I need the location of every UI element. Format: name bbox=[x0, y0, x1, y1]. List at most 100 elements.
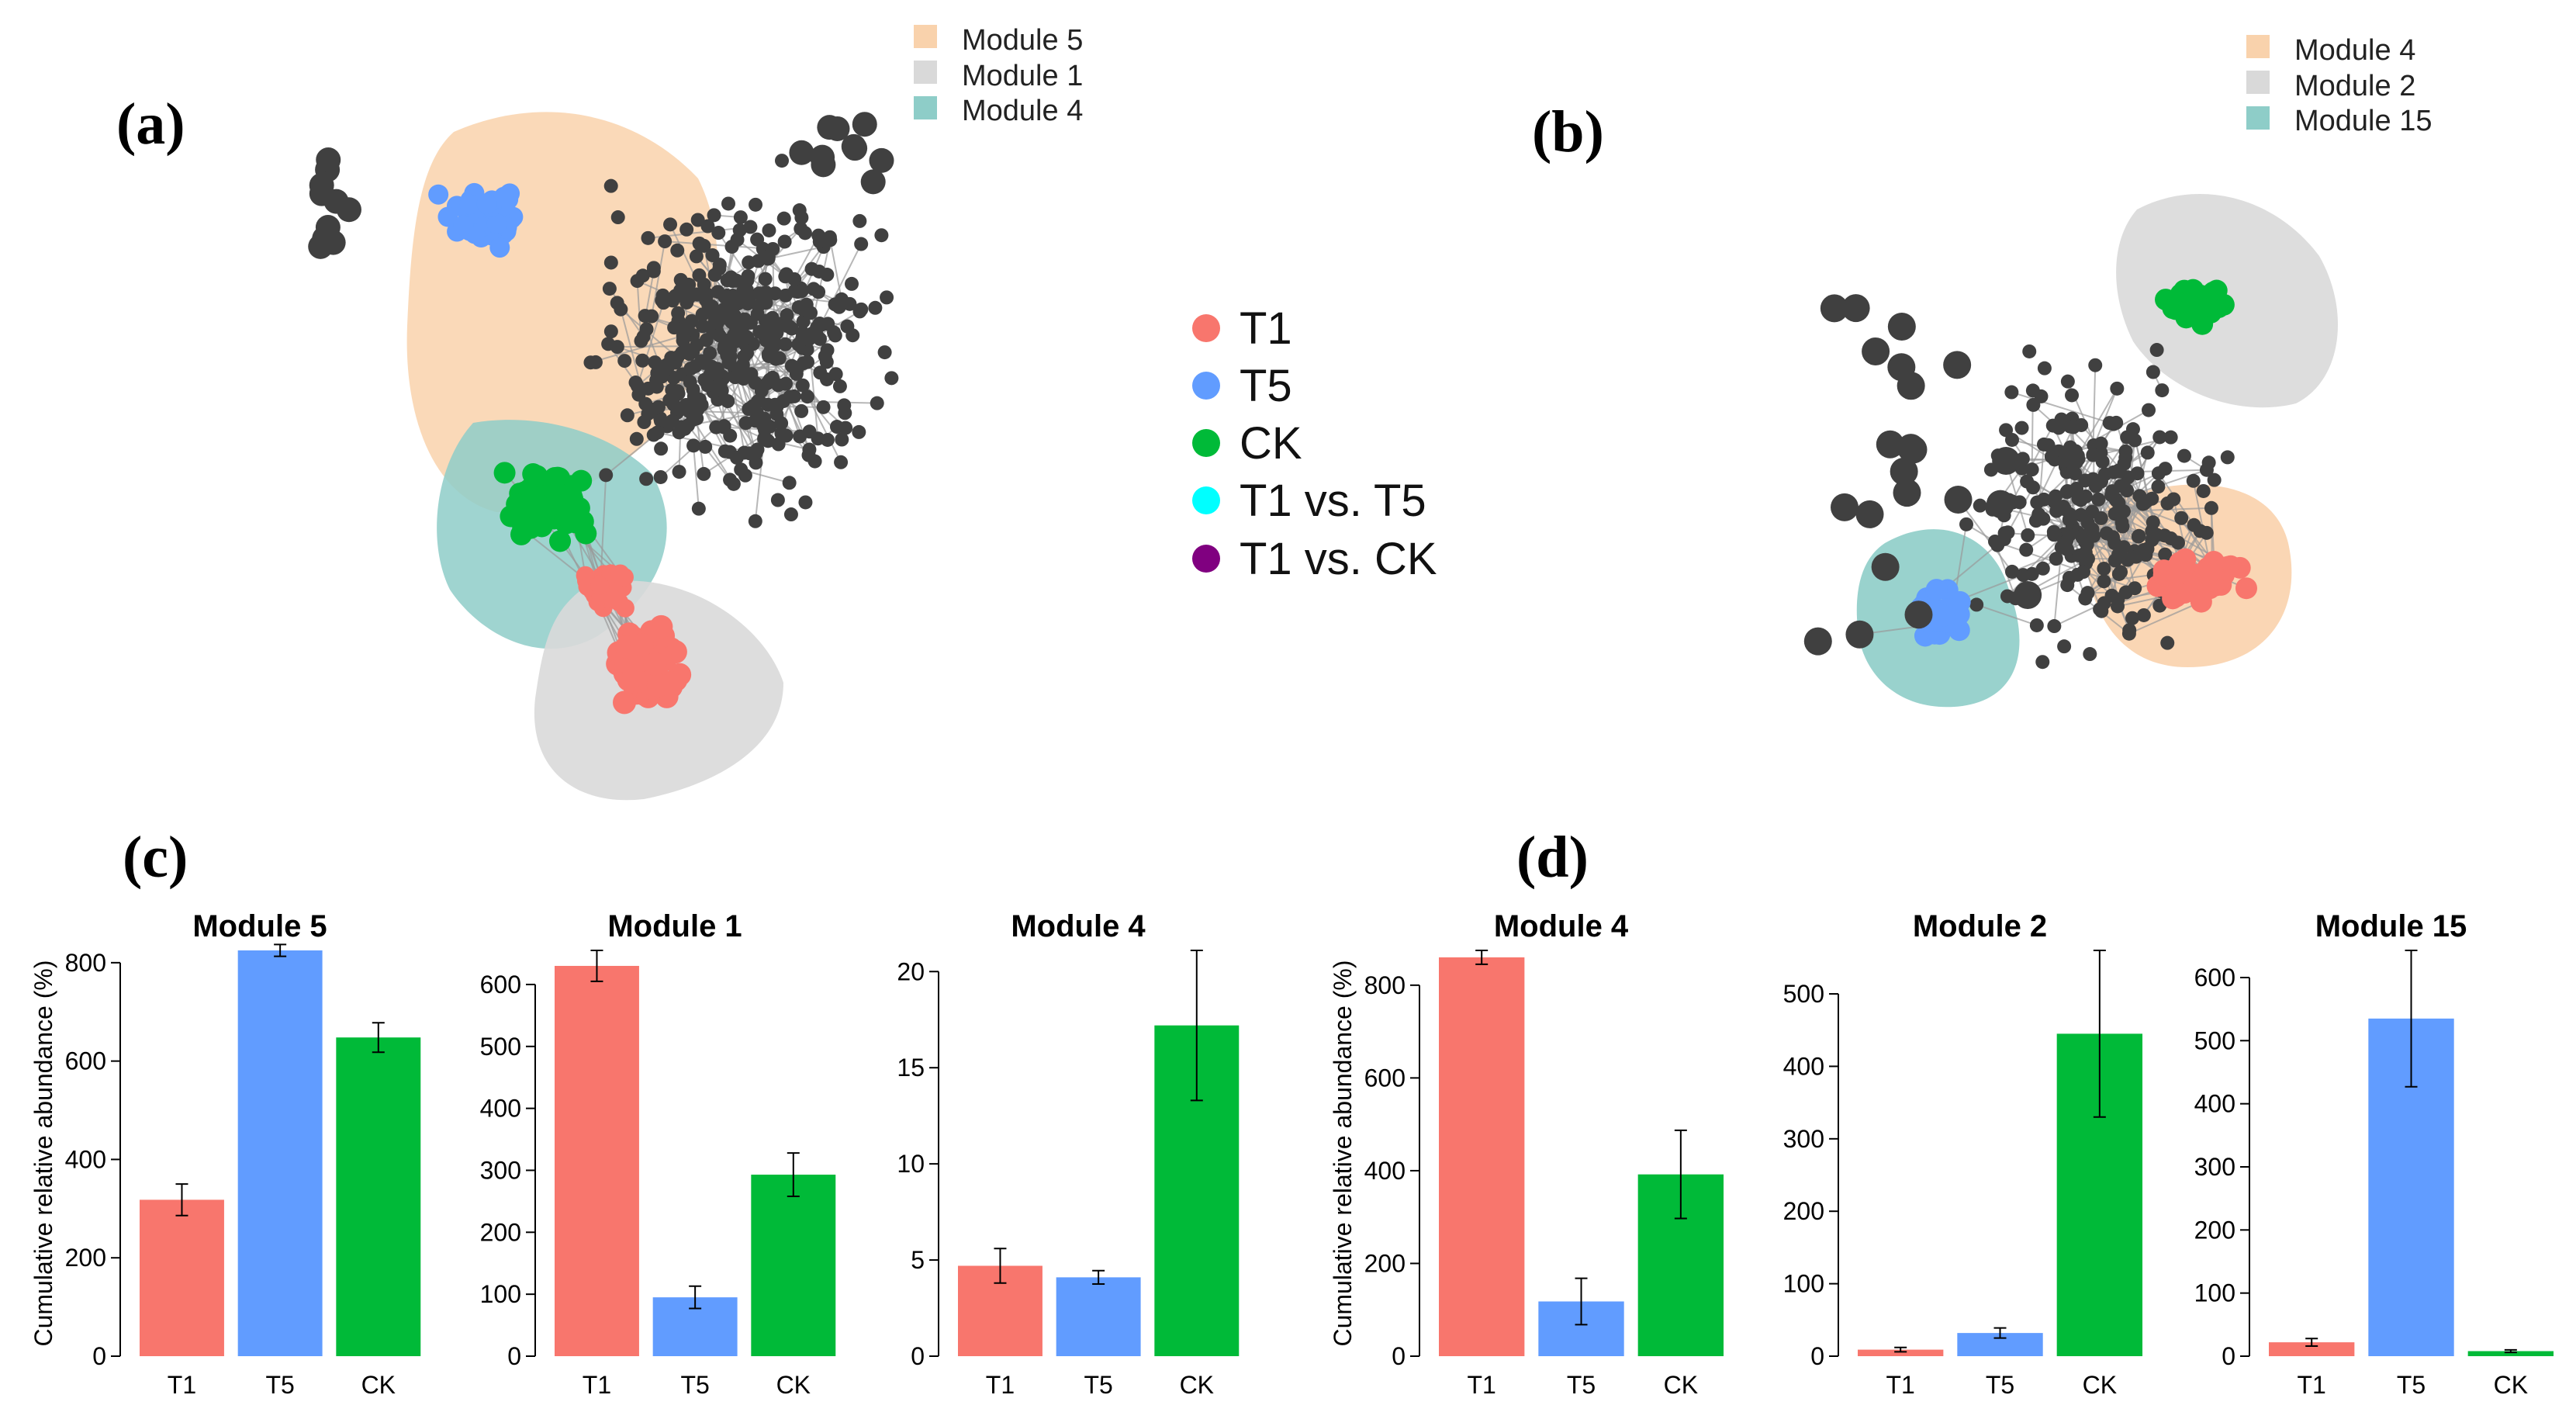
network-node bbox=[811, 431, 825, 446]
y-tick-label: 500 bbox=[2194, 1026, 2235, 1054]
legend-b-swatch-2 bbox=[2246, 71, 2270, 94]
network-node bbox=[1904, 601, 1933, 629]
network-node bbox=[2035, 655, 2050, 670]
network-node bbox=[2204, 500, 2218, 515]
y-tick-label: 400 bbox=[1364, 1157, 1406, 1185]
panel-label-c: (c) bbox=[123, 825, 188, 890]
bar-chart-0: Module 5 0 200 400 600 800 Cumulative relative… bbox=[29, 909, 421, 1399]
network-node bbox=[707, 315, 722, 330]
network-node bbox=[758, 272, 773, 286]
network-node bbox=[650, 425, 665, 440]
network-node bbox=[670, 384, 685, 399]
chart-title: Module 4 bbox=[1011, 909, 1146, 943]
network-node bbox=[654, 441, 669, 456]
network-node bbox=[686, 438, 701, 453]
node-legend-label-t1: T1 bbox=[1240, 303, 1292, 354]
network-node bbox=[765, 310, 780, 325]
network-node bbox=[1841, 294, 1870, 323]
network-node bbox=[2151, 479, 2166, 494]
network-b-nodes bbox=[1803, 279, 2257, 670]
x-tick-label: T5 bbox=[2397, 1371, 2426, 1399]
x-tick-label: CK bbox=[2494, 1371, 2528, 1399]
network-node bbox=[757, 411, 772, 426]
network-b bbox=[1803, 194, 2338, 708]
network-node bbox=[428, 184, 449, 205]
node-legend-dot-t1 bbox=[1192, 314, 1220, 342]
network-node bbox=[662, 393, 677, 407]
network-node bbox=[801, 448, 816, 462]
network-node bbox=[630, 379, 645, 393]
network-node bbox=[610, 340, 624, 355]
network-node bbox=[870, 396, 884, 410]
bar-t1 bbox=[555, 965, 639, 1356]
network-node bbox=[795, 378, 810, 393]
network-node bbox=[723, 472, 738, 487]
network-node bbox=[779, 376, 794, 391]
network-node bbox=[697, 238, 711, 253]
network-node bbox=[2026, 397, 2041, 412]
network-edge bbox=[829, 240, 842, 299]
network-node bbox=[2041, 438, 2056, 452]
network-node bbox=[649, 614, 673, 639]
network-edge bbox=[783, 400, 877, 404]
network-node bbox=[2166, 492, 2181, 507]
network-node bbox=[1871, 552, 1900, 581]
network-node bbox=[1887, 312, 1916, 341]
network-node bbox=[2201, 559, 2223, 581]
network-node bbox=[776, 211, 791, 226]
y-tick-label: 400 bbox=[65, 1145, 106, 1173]
network-node bbox=[1890, 457, 1918, 486]
network-edge bbox=[774, 344, 800, 406]
network-node bbox=[2146, 365, 2160, 379]
network-node bbox=[780, 317, 794, 332]
network-node bbox=[336, 197, 361, 223]
network-node bbox=[771, 437, 786, 452]
network-node bbox=[2065, 388, 2080, 403]
y-tick-label: 5 bbox=[911, 1246, 925, 1274]
y-tick-label: 0 bbox=[2222, 1342, 2235, 1370]
x-tick-label: T1 bbox=[1468, 1371, 1496, 1399]
network-node bbox=[570, 469, 593, 492]
network-node bbox=[745, 399, 760, 414]
network-edge bbox=[692, 419, 735, 485]
y-axis-label: Cumulative relative abundance (%) bbox=[1329, 960, 1357, 1346]
network-node bbox=[493, 462, 516, 484]
network-node bbox=[2024, 462, 2039, 477]
network-node bbox=[874, 228, 889, 243]
network-node bbox=[2019, 542, 2034, 557]
network-node bbox=[493, 186, 514, 207]
network-a bbox=[308, 112, 899, 801]
network-node bbox=[2128, 433, 2142, 448]
node-legend-label-t1-vs-ck: T1 vs. CK bbox=[1240, 534, 1437, 584]
network-node bbox=[2196, 483, 2211, 498]
network-node bbox=[614, 302, 628, 317]
x-tick-label: T5 bbox=[1986, 1371, 2014, 1399]
y-tick-label: 100 bbox=[2194, 1279, 2235, 1307]
network-node bbox=[734, 462, 749, 477]
network-node bbox=[2235, 577, 2257, 600]
network-node bbox=[794, 403, 809, 418]
legend-a-label-1: Module 5 bbox=[962, 24, 1083, 57]
bar-t5 bbox=[1056, 1277, 1141, 1356]
network-node bbox=[2073, 507, 2088, 522]
y-tick-label: 0 bbox=[1810, 1342, 1824, 1370]
network-node bbox=[723, 342, 738, 357]
network-node bbox=[476, 193, 497, 214]
network-node bbox=[2049, 489, 2063, 504]
network-node bbox=[837, 398, 852, 413]
network-node bbox=[610, 564, 630, 583]
network-node bbox=[2108, 493, 2123, 507]
chart-title: Module 5 bbox=[192, 909, 327, 943]
network-node bbox=[2205, 279, 2228, 302]
network-node bbox=[682, 290, 697, 305]
network-node bbox=[1893, 479, 1921, 507]
network-node bbox=[739, 331, 754, 345]
network-node bbox=[2121, 626, 2136, 641]
network-node bbox=[568, 497, 590, 519]
network-node bbox=[2152, 564, 2175, 587]
network-node bbox=[2085, 522, 2100, 537]
module-legend-a: Module 5 Module 1 Module 4 bbox=[914, 24, 1083, 127]
network-node bbox=[777, 234, 792, 249]
network-node bbox=[744, 367, 759, 382]
